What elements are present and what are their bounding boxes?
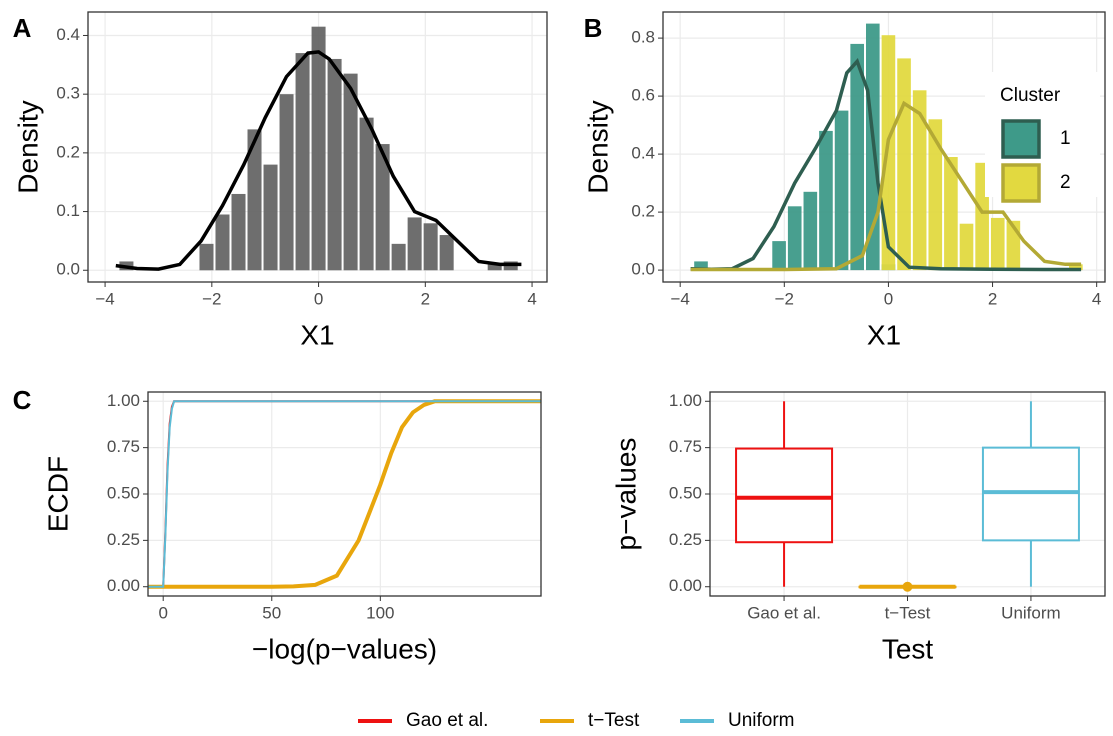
- x-axis-title: −log(p−values): [252, 633, 437, 664]
- y-tick-label: 0.2: [631, 202, 655, 221]
- bar: [215, 214, 230, 271]
- line: [690, 100, 1082, 272]
- panel-label: A: [13, 13, 32, 43]
- y-axis-title: p−values: [610, 438, 641, 551]
- box: [735, 447, 834, 544]
- panel-label: B: [584, 13, 603, 43]
- bar: [990, 217, 1005, 271]
- y-tick-label: 0.25: [669, 530, 702, 549]
- bar: [407, 217, 422, 271]
- bar: [850, 43, 864, 271]
- x-tick-label: t−Test: [885, 603, 931, 622]
- x-tick-label: −2: [202, 289, 221, 308]
- bar: [375, 144, 390, 271]
- bar: [327, 58, 342, 271]
- y-tick-label: 0.1: [56, 201, 80, 220]
- y-tick-label: 0.2: [56, 142, 80, 161]
- bar: [311, 26, 326, 271]
- x-tick-label: 2: [421, 289, 430, 308]
- line: [690, 57, 1082, 272]
- bar: [803, 191, 818, 271]
- x-tick-label: 2: [988, 289, 997, 308]
- y-axis-title: Density: [12, 100, 43, 193]
- y-tick-label: 0.75: [669, 437, 702, 456]
- bar: [439, 235, 454, 271]
- x-tick-label: 0: [158, 603, 167, 622]
- bar: [897, 58, 911, 271]
- y-tick-label: 0.25: [107, 530, 140, 549]
- bar: [263, 164, 278, 271]
- bar: [944, 157, 958, 271]
- x-tick-label: −4: [95, 289, 114, 308]
- x-tick-label: 4: [1092, 289, 1101, 308]
- legend-key: [1001, 163, 1041, 203]
- legend-label: 2: [1060, 172, 1071, 193]
- y-tick-label: 0.6: [631, 86, 655, 105]
- x-axis-title: X1: [867, 319, 901, 350]
- y-tick-label: 0.0: [56, 260, 80, 279]
- bar: [295, 53, 310, 271]
- legend-key: [1001, 119, 1041, 159]
- y-tick-label: 1.00: [107, 391, 140, 410]
- y-tick-label: 0.3: [56, 84, 80, 103]
- y-tick-label: 0.0: [631, 260, 655, 279]
- line: [148, 400, 541, 588]
- x-tick-label: 4: [527, 289, 536, 308]
- x-tick-label: 50: [262, 603, 281, 622]
- bar: [199, 243, 214, 271]
- bar: [772, 241, 786, 271]
- x-tick-label: 0: [884, 289, 893, 308]
- x-tick-label: −4: [670, 289, 689, 308]
- bar: [787, 206, 802, 271]
- y-tick-label: 0.4: [56, 25, 80, 44]
- bar: [881, 35, 896, 271]
- bar: [359, 117, 374, 271]
- x-tick-label: −2: [775, 289, 794, 308]
- y-tick-label: 0.4: [631, 144, 655, 163]
- legend-title: Cluster: [1000, 85, 1061, 106]
- x-axis-title: X1: [300, 319, 334, 350]
- bar: [487, 264, 502, 271]
- x-axis-title: Test: [882, 633, 934, 664]
- bar: [834, 110, 849, 271]
- x-tick-label: Gao et al.: [747, 603, 821, 622]
- legend-label: 1: [1060, 128, 1071, 149]
- bar: [819, 130, 833, 271]
- bar: [231, 193, 246, 271]
- line: [115, 50, 522, 271]
- panel-border: [87, 11, 548, 283]
- y-tick-label: 0.50: [107, 483, 140, 502]
- outlier: [902, 581, 913, 592]
- bar: [391, 243, 406, 271]
- bar: [694, 261, 708, 271]
- panel-border: [662, 11, 1106, 283]
- panel-label: C: [13, 385, 32, 415]
- bar: [928, 119, 943, 271]
- y-tick-label: 0.00: [107, 576, 140, 595]
- y-axis-title: Density: [582, 100, 613, 193]
- y-tick-label: 1.00: [669, 391, 702, 410]
- bar: [343, 73, 358, 271]
- legend-label: t−Test: [588, 710, 640, 731]
- y-tick-label: 0.00: [669, 576, 702, 595]
- panel-border: [709, 391, 1106, 597]
- y-axis-title: ECDF: [42, 456, 73, 532]
- x-tick-label: Uniform: [1001, 603, 1061, 622]
- bar: [959, 223, 974, 271]
- bar: [247, 129, 262, 271]
- legend-label: Gao et al.: [406, 710, 488, 731]
- y-tick-label: 0.50: [669, 483, 702, 502]
- bar: [912, 90, 927, 271]
- x-tick-label: 0: [314, 289, 323, 308]
- bar: [1069, 264, 1083, 271]
- line: [148, 399, 541, 589]
- y-tick-label: 0.75: [107, 437, 140, 456]
- bar: [423, 223, 438, 271]
- panel-border: [147, 391, 542, 597]
- y-tick-label: 0.8: [631, 28, 655, 47]
- legend-label: Uniform: [728, 710, 795, 731]
- x-tick-label: 100: [366, 603, 394, 622]
- bar: [279, 94, 294, 271]
